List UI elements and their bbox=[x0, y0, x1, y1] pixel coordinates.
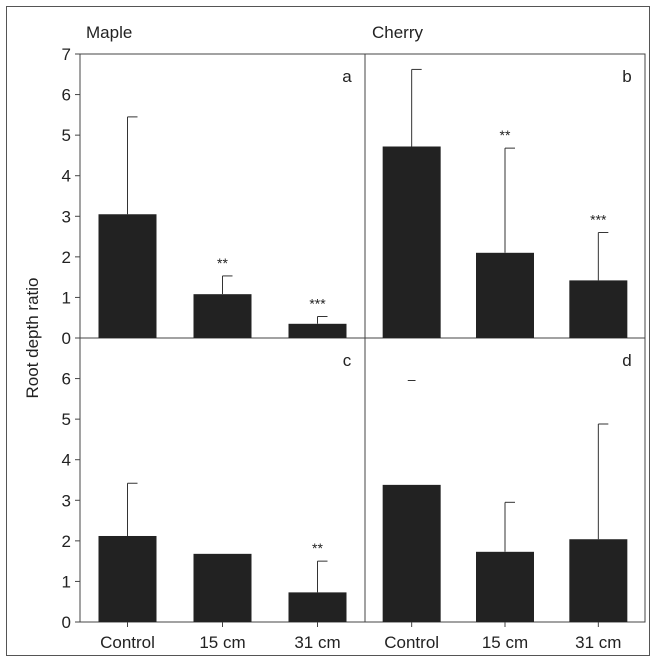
bar-d-1 bbox=[382, 484, 441, 622]
bar-a-1 bbox=[98, 214, 157, 338]
significance-marker: – bbox=[408, 371, 416, 387]
significance-marker: ** bbox=[500, 127, 511, 143]
y-tick-label: 5 bbox=[62, 410, 71, 429]
category-label: Control bbox=[384, 633, 439, 652]
y-tick-label: 6 bbox=[62, 370, 71, 389]
panel-letter: c bbox=[343, 351, 352, 370]
y-tick-label: 0 bbox=[62, 613, 71, 632]
column-title-cherry: Cherry bbox=[372, 23, 424, 42]
bar-c-2 bbox=[193, 553, 252, 622]
y-tick-label: 5 bbox=[62, 126, 71, 145]
y-tick-label: 7 bbox=[62, 45, 71, 64]
bar-b-2 bbox=[476, 252, 534, 338]
category-labels-layer: Control 15 cm 31 cm Control 15 cm 31 cm bbox=[100, 633, 621, 652]
significance-marker: ** bbox=[312, 540, 323, 556]
figure-frame bbox=[6, 6, 650, 656]
y-tick-label: 3 bbox=[62, 207, 71, 226]
bar-c-1 bbox=[98, 535, 157, 622]
category-label: 15 cm bbox=[199, 633, 245, 652]
category-label: 31 cm bbox=[294, 633, 340, 652]
axes-layer bbox=[79, 53, 646, 623]
y-tick-label: 1 bbox=[62, 572, 71, 591]
category-label: Control bbox=[100, 633, 155, 652]
column-title-maple: Maple bbox=[86, 23, 132, 42]
bar-d-2 bbox=[476, 551, 534, 622]
significance-marker: *** bbox=[590, 212, 607, 228]
y-tick-label: 2 bbox=[62, 248, 71, 267]
bar-a-3 bbox=[288, 323, 347, 338]
y-tick-label: 1 bbox=[62, 288, 71, 307]
significance-marker: ** bbox=[217, 255, 228, 271]
panel-letter: b bbox=[622, 67, 631, 86]
y-tick-label: 0 bbox=[62, 329, 71, 348]
bar-a-2 bbox=[193, 294, 252, 338]
bar-b-1 bbox=[382, 146, 441, 338]
panel-letter: a bbox=[342, 67, 352, 86]
y-tick-label: 3 bbox=[62, 491, 71, 510]
bar-c-3 bbox=[288, 592, 347, 622]
panel-letter: d bbox=[622, 351, 631, 370]
bars-layer: a*****b*****c**d– bbox=[98, 67, 632, 622]
significance-marker: *** bbox=[309, 295, 326, 311]
bar-b-3 bbox=[569, 280, 628, 338]
category-label: 31 cm bbox=[575, 633, 621, 652]
y-ticks-layer: 0 1 2 3 4 5 6 7 0 1 2 3 4 5 6 bbox=[62, 45, 599, 632]
y-axis-label: Root depth ratio bbox=[23, 278, 42, 399]
y-tick-label: 6 bbox=[62, 86, 71, 105]
category-label: 15 cm bbox=[482, 633, 528, 652]
y-tick-label: 4 bbox=[62, 451, 71, 470]
y-tick-label: 2 bbox=[62, 532, 71, 551]
bar-d-3 bbox=[569, 539, 628, 622]
y-tick-label: 4 bbox=[62, 167, 71, 186]
